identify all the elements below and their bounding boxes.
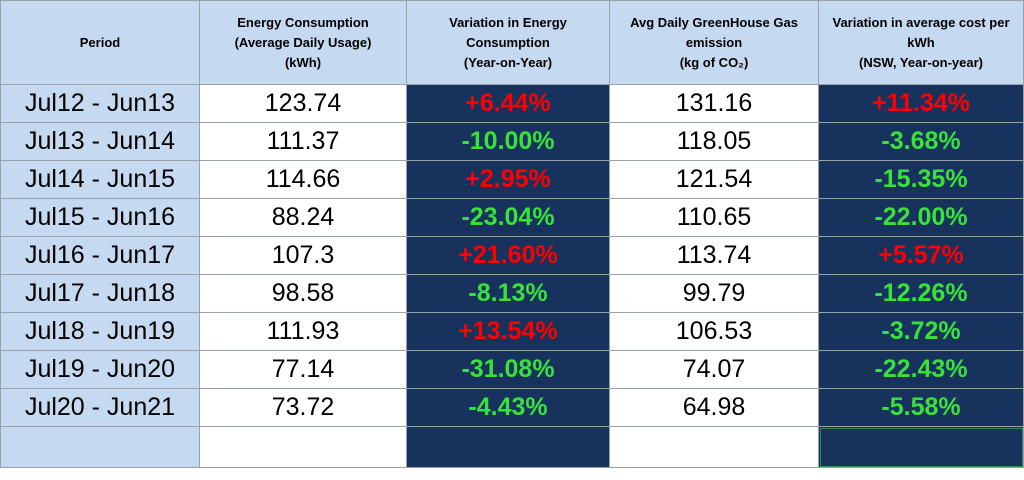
cell-energy[interactable]: 88.24 <box>199 198 407 237</box>
header-energy-line: (Average Daily Usage) <box>234 34 372 50</box>
table-body: Jul12 - Jun13 123.74 +6.44% 131.16 +11.34% Ju… <box>0 84 1024 468</box>
header-variation-line: Consumption <box>466 34 550 50</box>
header-cost[interactable]: Variation in average cost per kWh (NSW, … <box>818 0 1024 85</box>
cell-variation[interactable]: +6.44% <box>406 84 610 123</box>
cell-variation[interactable]: -8.13% <box>406 274 610 313</box>
cell-period[interactable]: Jul17 - Jun18 <box>0 274 200 313</box>
cell-energy[interactable]: 98.58 <box>199 274 407 313</box>
header-ghg-line: emission <box>685 34 743 50</box>
cell-energy[interactable]: 77.14 <box>199 350 407 389</box>
header-ghg-line: (kg of CO₂) <box>679 54 749 70</box>
cell-ghg[interactable]: 118.05 <box>609 122 819 161</box>
cell-cost[interactable]: -12.26% <box>818 274 1024 313</box>
cell-ghg[interactable]: 106.53 <box>609 312 819 351</box>
header-period-line: Period <box>79 34 121 50</box>
cell-period[interactable]: Jul14 - Jun15 <box>0 160 200 199</box>
cell-ghg[interactable]: 99.79 <box>609 274 819 313</box>
cell-ghg[interactable]: 110.65 <box>609 198 819 237</box>
cell-cost[interactable]: -15.35% <box>818 160 1024 199</box>
cell-period[interactable]: Jul19 - Jun20 <box>0 350 200 389</box>
cell-cost[interactable]: -3.72% <box>818 312 1024 351</box>
energy-table: Period Energy Consumption (Average Daily… <box>0 0 1024 468</box>
header-cost-line: Variation in average cost per <box>832 14 1010 30</box>
cell-energy[interactable]: 114.66 <box>199 160 407 199</box>
cell-energy[interactable]: 107.3 <box>199 236 407 275</box>
header-energy-line: (kWh) <box>284 54 322 70</box>
table-row: Jul19 - Jun20 77.14 -31.08% 74.07 -22.43% <box>0 350 1024 389</box>
cell-energy[interactable]: 111.93 <box>199 312 407 351</box>
cell-variation[interactable]: -4.43% <box>406 388 610 427</box>
cell-variation[interactable]: -10.00% <box>406 122 610 161</box>
header-ghg[interactable]: Avg Daily GreenHouse Gas emission (kg of… <box>609 0 819 85</box>
header-period[interactable]: Period <box>0 0 200 85</box>
cell-period[interactable]: Jul13 - Jun14 <box>0 122 200 161</box>
header-row: Period Energy Consumption (Average Daily… <box>0 0 1024 85</box>
cell-energy[interactable]: 111.37 <box>199 122 407 161</box>
table-row: Jul20 - Jun21 73.72 -4.43% 64.98 -5.58% <box>0 388 1024 427</box>
table-row: Jul12 - Jun13 123.74 +6.44% 131.16 +11.34% <box>0 84 1024 123</box>
cell-variation[interactable]: -31.08% <box>406 350 610 389</box>
cell-ghg[interactable]: 121.54 <box>609 160 819 199</box>
empty-cell[interactable] <box>406 426 610 468</box>
table-row: Jul13 - Jun14 111.37 -10.00% 118.05 -3.68% <box>0 122 1024 161</box>
table-row: Jul15 - Jun16 88.24 -23.04% 110.65 -22.00% <box>0 198 1024 237</box>
table-row: Jul16 - Jun17 107.3 +21.60% 113.74 +5.57% <box>0 236 1024 275</box>
table-row: Jul17 - Jun18 98.58 -8.13% 99.79 -12.26% <box>0 274 1024 313</box>
cell-cost[interactable]: +5.57% <box>818 236 1024 275</box>
selected-empty-cell[interactable] <box>818 426 1024 468</box>
cell-energy[interactable]: 73.72 <box>199 388 407 427</box>
empty-cell[interactable] <box>0 426 200 468</box>
header-cost-line: (NSW, Year-on-year) <box>858 54 984 70</box>
header-variation[interactable]: Variation in Energy Consumption (Year-on… <box>406 0 610 85</box>
cell-period[interactable]: Jul16 - Jun17 <box>0 236 200 275</box>
header-variation-line: (Year-on-Year) <box>463 54 553 70</box>
cell-period[interactable]: Jul12 - Jun13 <box>0 84 200 123</box>
header-variation-line: Variation in Energy <box>449 14 567 30</box>
cell-period[interactable]: Jul18 - Jun19 <box>0 312 200 351</box>
cell-period[interactable]: Jul20 - Jun21 <box>0 388 200 427</box>
cell-variation[interactable]: +21.60% <box>406 236 610 275</box>
header-energy[interactable]: Energy Consumption (Average Daily Usage)… <box>199 0 407 85</box>
header-cost-line: kWh <box>907 34 935 50</box>
empty-cell[interactable] <box>609 426 819 468</box>
cell-cost[interactable]: -22.00% <box>818 198 1024 237</box>
cell-cost[interactable]: +11.34% <box>818 84 1024 123</box>
cell-ghg[interactable]: 64.98 <box>609 388 819 427</box>
cell-cost[interactable]: -22.43% <box>818 350 1024 389</box>
cell-cost[interactable]: -3.68% <box>818 122 1024 161</box>
cell-variation[interactable]: +2.95% <box>406 160 610 199</box>
cell-variation[interactable]: +13.54% <box>406 312 610 351</box>
cell-ghg[interactable]: 131.16 <box>609 84 819 123</box>
table-row: Jul18 - Jun19 111.93 +13.54% 106.53 -3.72% <box>0 312 1024 351</box>
table-row: Jul14 - Jun15 114.66 +2.95% 121.54 -15.35% <box>0 160 1024 199</box>
cell-period[interactable]: Jul15 - Jun16 <box>0 198 200 237</box>
cell-ghg[interactable]: 113.74 <box>609 236 819 275</box>
empty-cell[interactable] <box>199 426 407 468</box>
cell-ghg[interactable]: 74.07 <box>609 350 819 389</box>
cell-energy[interactable]: 123.74 <box>199 84 407 123</box>
header-energy-line: Energy Consumption <box>237 14 369 30</box>
cell-cost[interactable]: -5.58% <box>818 388 1024 427</box>
cell-variation[interactable]: -23.04% <box>406 198 610 237</box>
header-ghg-line: Avg Daily GreenHouse Gas <box>630 14 798 30</box>
empty-row <box>0 426 1024 468</box>
